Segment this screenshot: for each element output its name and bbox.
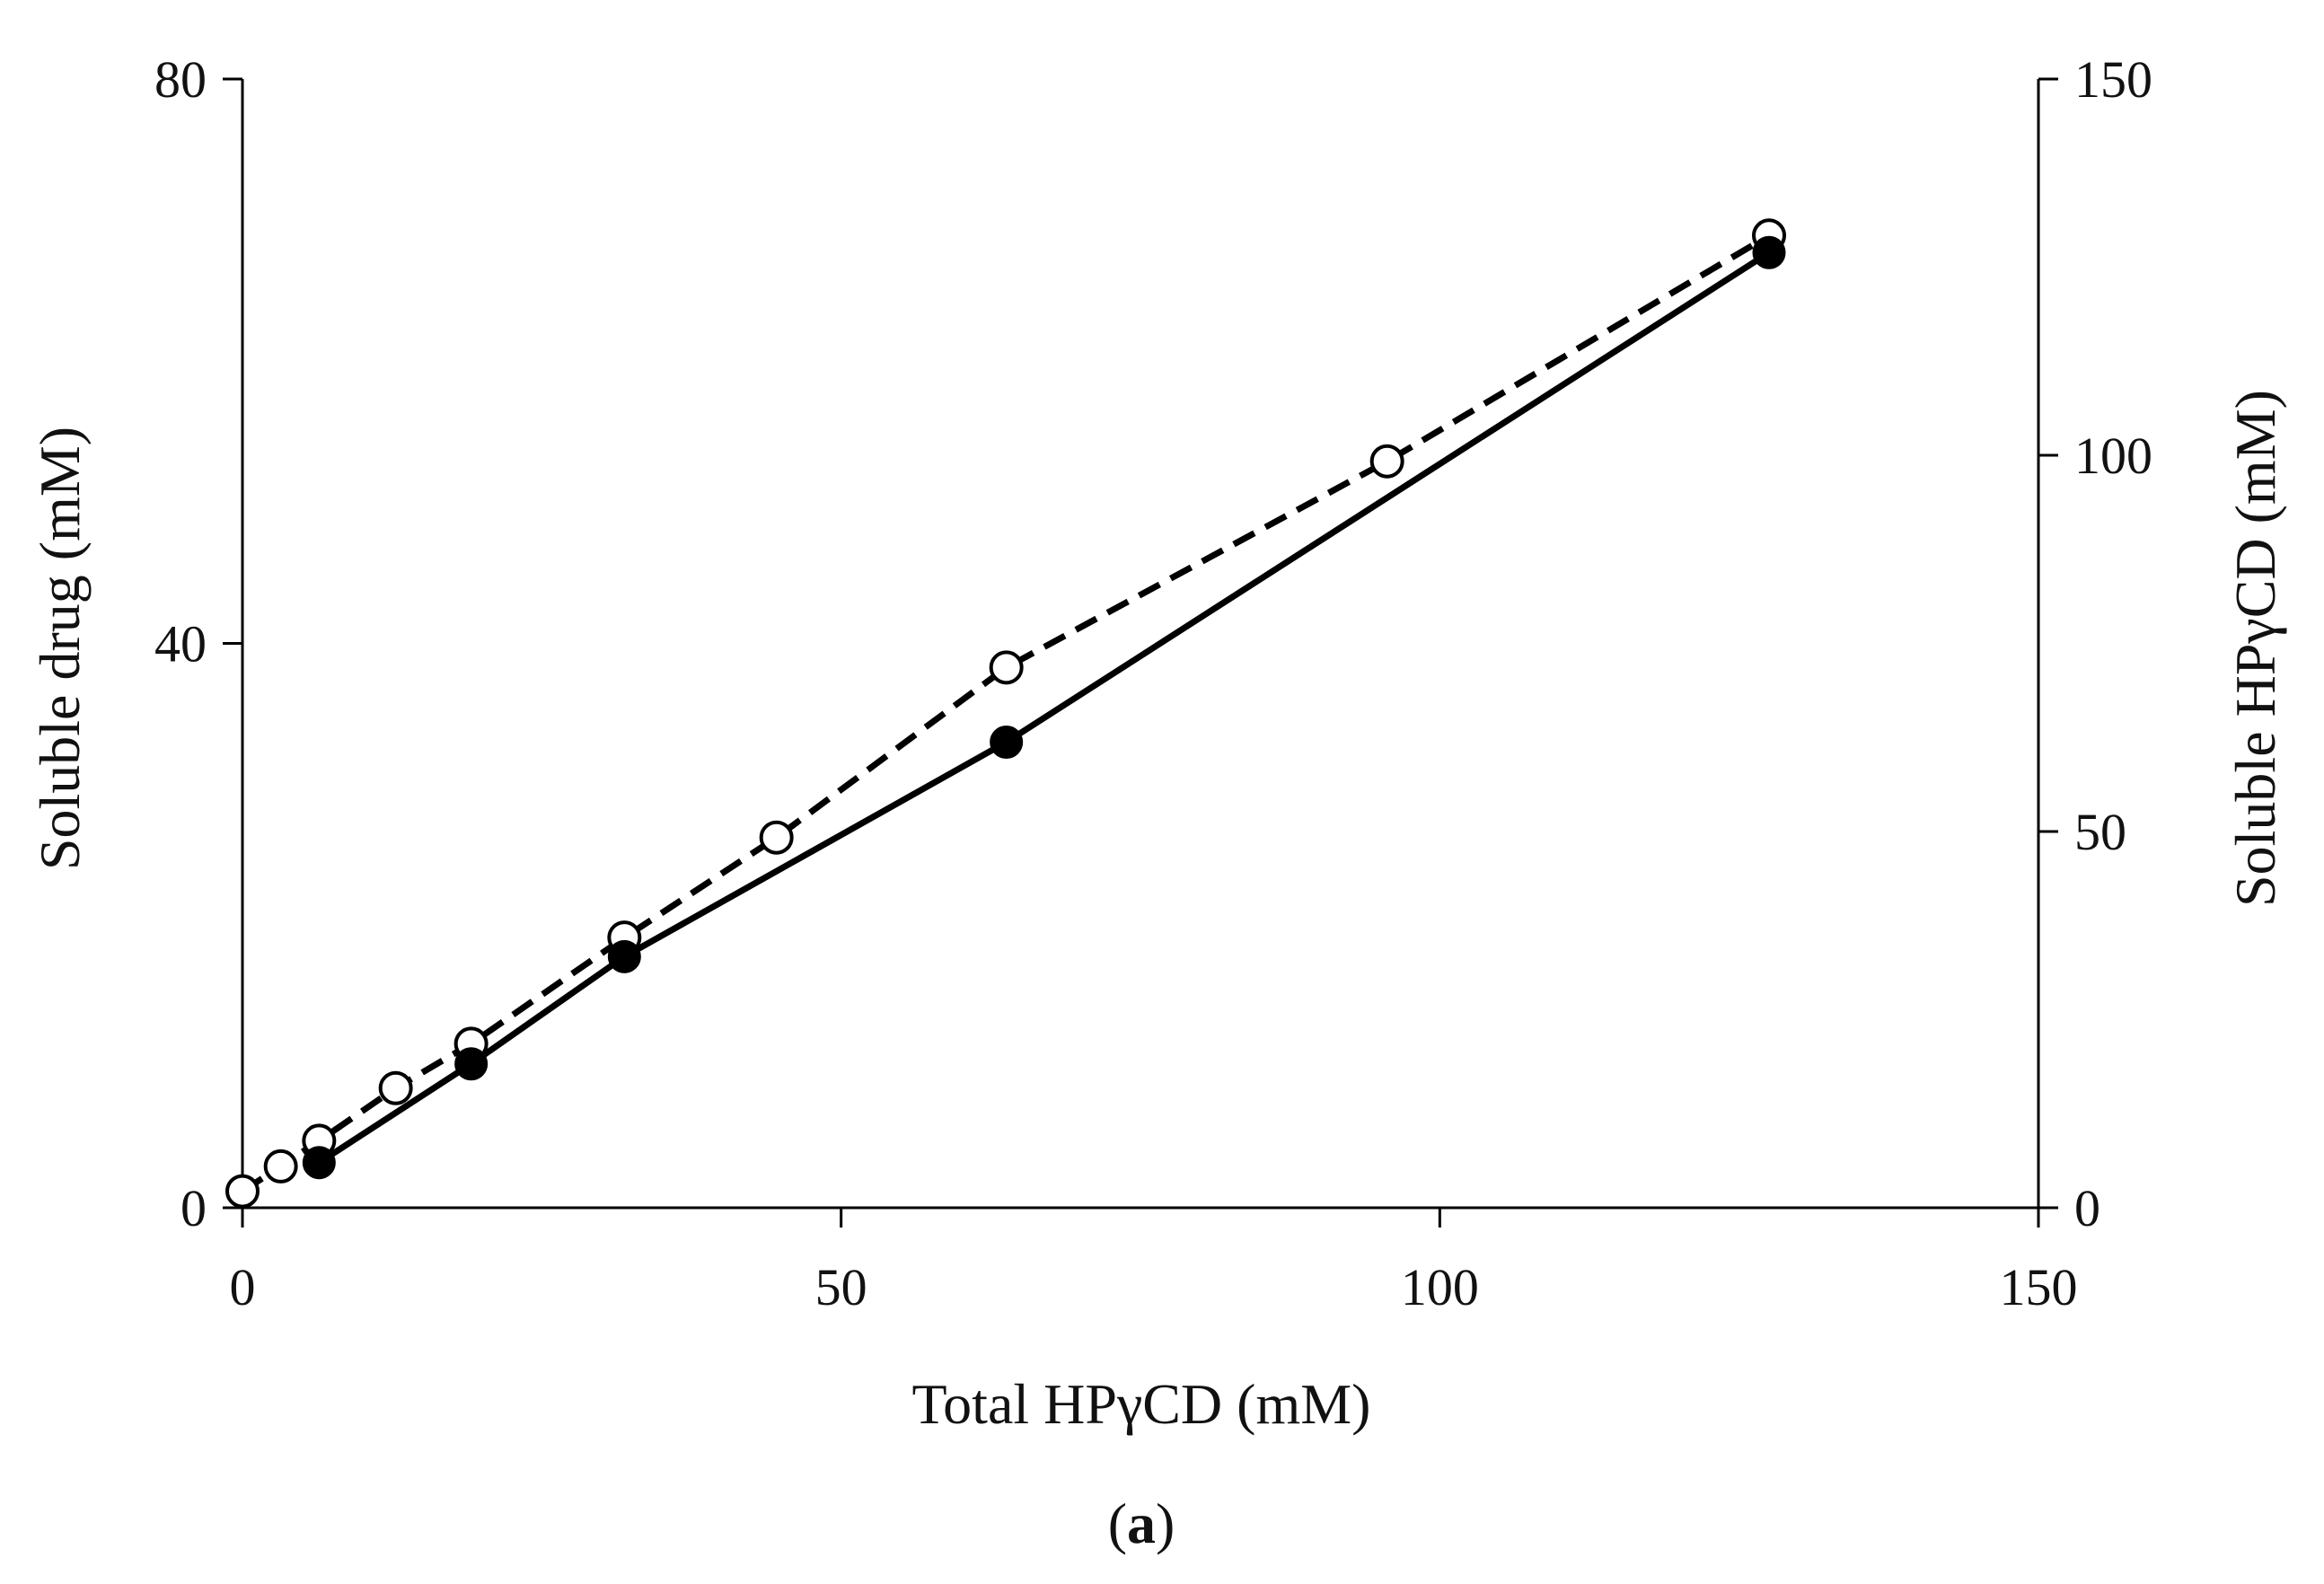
open-data-point bbox=[263, 1148, 298, 1184]
x-tick-label: 150 bbox=[2000, 1258, 2078, 1316]
panel-label-letter: a bbox=[1127, 1492, 1156, 1555]
right-y-tick-label: 100 bbox=[2074, 427, 2152, 485]
panel-label: (a) bbox=[1108, 1492, 1175, 1555]
dashed-series-line bbox=[241, 233, 1771, 1194]
open-data-point bbox=[759, 820, 794, 855]
filled-data-point bbox=[607, 939, 641, 973]
right-y-tick-label: 0 bbox=[2074, 1179, 2100, 1237]
panel-label-close: ) bbox=[1156, 1492, 1175, 1555]
filled-data-point bbox=[1752, 235, 1786, 269]
filled-data-point bbox=[454, 1047, 489, 1081]
open-data-point bbox=[378, 1070, 413, 1105]
right-y-tick-label: 50 bbox=[2074, 803, 2126, 861]
left-y-tick-label: 40 bbox=[154, 615, 207, 673]
series-left-axis bbox=[302, 235, 1786, 1180]
left-y-tick-label: 0 bbox=[180, 1179, 207, 1237]
right-y-tick-label: 150 bbox=[2074, 50, 2152, 109]
open-data-point bbox=[989, 650, 1024, 685]
axis-ticks: 0 50 100 150 0 40 80 0 50 100 150 bbox=[154, 50, 2152, 1316]
x-tick-label: 50 bbox=[815, 1258, 867, 1316]
x-axis-title: Total HPγCD (mM) bbox=[912, 1372, 1371, 1436]
x-tick-label: 0 bbox=[230, 1258, 256, 1316]
open-data-point bbox=[225, 1174, 260, 1209]
left-y-tick-label: 80 bbox=[154, 50, 207, 109]
filled-data-point bbox=[990, 725, 1024, 759]
x-tick-label: 100 bbox=[1401, 1258, 1479, 1316]
left-y-axis-title: Soluble drug (mM) bbox=[28, 427, 92, 870]
series-layer bbox=[225, 218, 1786, 1209]
panel-label-open: ( bbox=[1108, 1492, 1127, 1555]
filled-data-point bbox=[302, 1146, 336, 1180]
open-data-point bbox=[1369, 444, 1404, 479]
right-y-axis-title: Soluble HPγCD (mM) bbox=[2223, 390, 2287, 907]
